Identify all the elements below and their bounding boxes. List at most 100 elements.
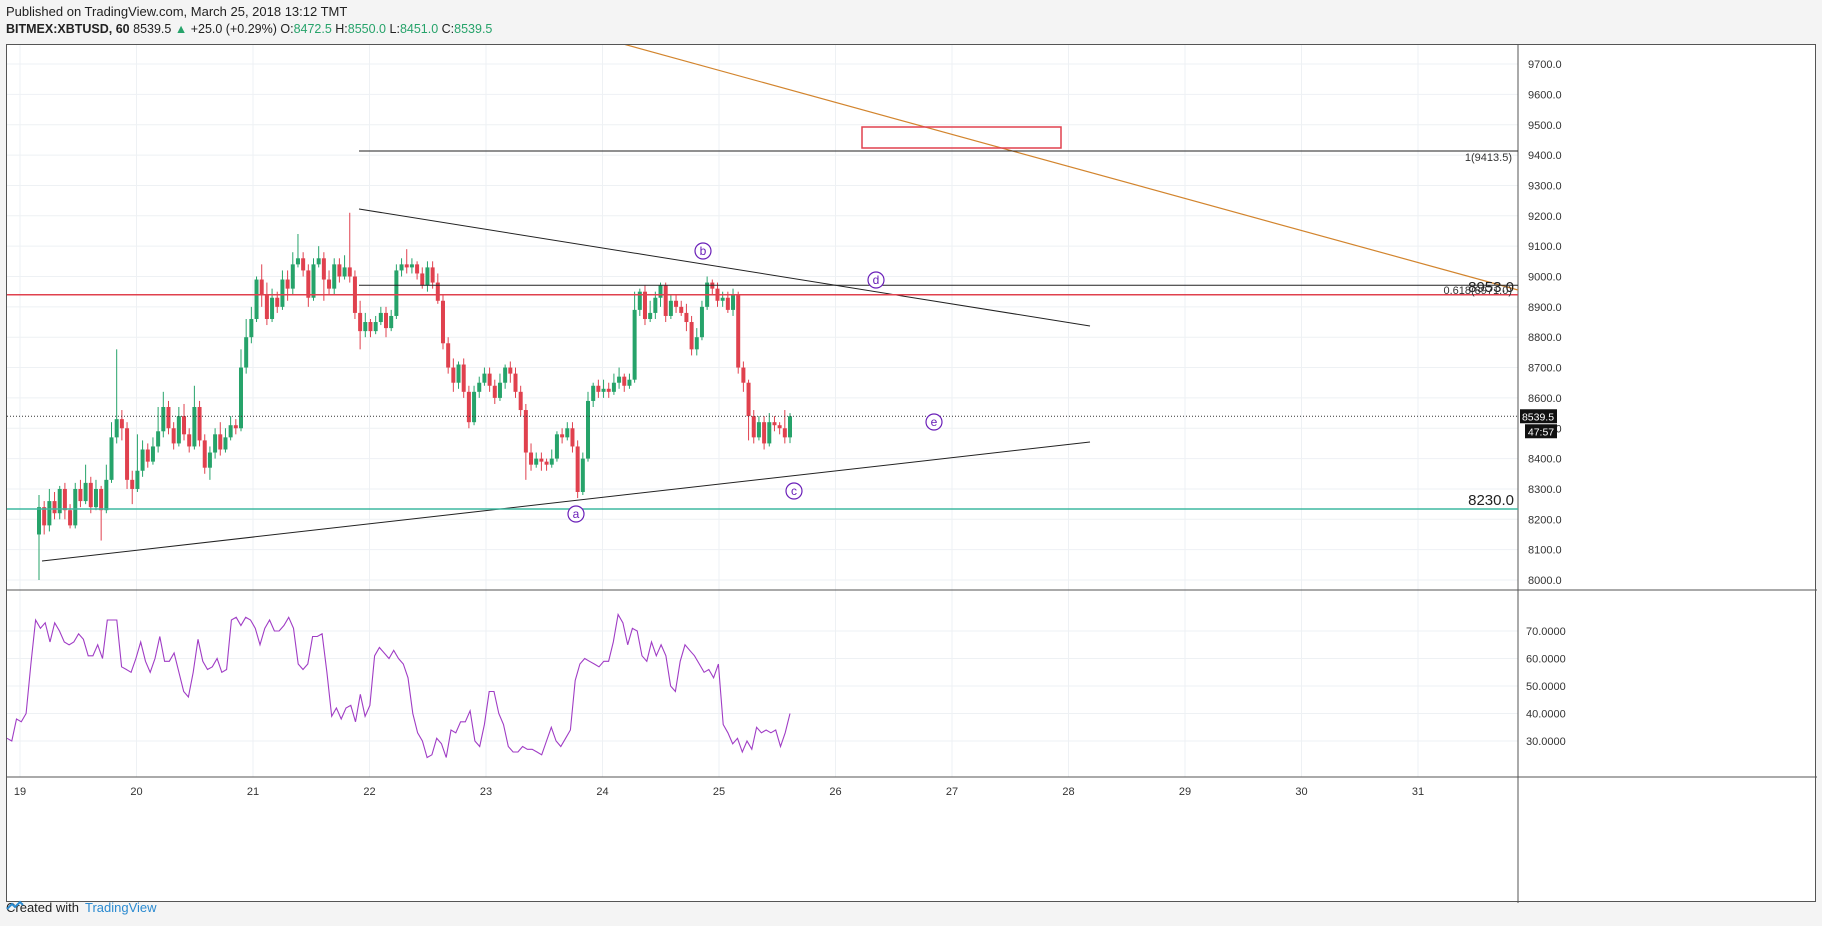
candle-body (264, 294, 269, 319)
candle-body (777, 425, 782, 429)
candle-body (384, 312, 389, 329)
candle-body (736, 294, 741, 368)
candle-body (166, 407, 171, 429)
resistance-label: 8953.0 (1468, 279, 1514, 296)
candle-body (156, 431, 161, 447)
candle-body (93, 488, 98, 508)
candle-body (218, 434, 223, 450)
candle-body (477, 382, 482, 392)
candle-body (601, 388, 606, 392)
candle-body (378, 312, 383, 323)
candle-body (756, 422, 761, 438)
candle-body (725, 297, 730, 310)
tradingview-brand[interactable]: TradingView (84, 900, 157, 915)
published-line: Published on TradingView.com, March 25, … (6, 4, 348, 19)
candle-body (327, 279, 332, 289)
candle-body (684, 312, 689, 323)
candle-body (679, 306, 684, 313)
candle-body (529, 452, 534, 465)
candle-body (425, 267, 430, 286)
price-tick-label: 9000.0 (1528, 272, 1562, 284)
candle-body (125, 428, 130, 480)
chart-svg[interactable]: 8000.08100.08200.08300.08400.08500.08600… (7, 45, 1817, 903)
time-tick-label: 31 (1412, 786, 1424, 798)
candle-body (461, 364, 466, 392)
candle-body (544, 461, 549, 465)
wave-e-label: e (931, 415, 938, 429)
rsi-tick-label: 40.0000 (1526, 709, 1566, 721)
candle-body (37, 507, 41, 535)
candle-body (404, 264, 409, 268)
candle-body (358, 312, 363, 332)
price-tick-label: 8200.0 (1528, 514, 1562, 526)
candle-body (373, 322, 378, 332)
candle-body (192, 407, 197, 447)
candle-body (617, 376, 622, 383)
candle-body (668, 300, 673, 316)
high-value: 8550.0 (347, 22, 387, 36)
candle-body (176, 416, 181, 444)
candle-body (228, 425, 233, 438)
candle-body (586, 400, 591, 459)
candle-body (627, 379, 632, 386)
candle-body (109, 437, 114, 480)
triangle-upper-line (358, 208, 1091, 327)
close-value: 8539.5 (454, 22, 493, 36)
price-axis: 8000.08100.08200.08300.08400.08500.08600… (1526, 59, 1566, 748)
candle-body (642, 291, 647, 319)
candle-body (83, 482, 88, 502)
wave-a-marker (567, 505, 585, 523)
candle-body (741, 367, 746, 383)
candle-body (409, 264, 414, 268)
candle-body (306, 270, 311, 298)
candle-body (523, 410, 528, 453)
wave-c-label: c (791, 484, 797, 498)
candle-body (632, 309, 637, 380)
candle-body (435, 282, 440, 301)
candle-body (456, 364, 461, 383)
candle-body (658, 285, 663, 298)
candle-body (78, 488, 83, 502)
time-tick-label: 28 (1062, 786, 1074, 798)
time-tick-label: 29 (1179, 786, 1191, 798)
candle-body (549, 458, 554, 465)
candle-body (182, 416, 187, 435)
candle-body (420, 273, 425, 286)
price-tick-label: 9300.0 (1528, 180, 1562, 192)
time-axis: 19 20 21 22 23 24 25 26 27 28 29 30 31 (14, 786, 1424, 798)
candle-body (213, 434, 218, 453)
price-tick-label: 9400.0 (1528, 150, 1562, 162)
open-value: 8472.5 (293, 22, 332, 36)
candle-body (637, 291, 642, 310)
candle-body (187, 434, 192, 447)
candle-body (466, 391, 471, 423)
candle-body (254, 279, 259, 319)
price-tick-label: 8900.0 (1528, 302, 1562, 314)
candle-body (73, 488, 78, 526)
rsi-tick-label: 60.0000 (1526, 654, 1566, 666)
candle-body (446, 343, 451, 368)
candle-body (430, 267, 435, 283)
candle-body (560, 434, 565, 438)
wave-a-label: a (573, 507, 580, 521)
candle-body (440, 300, 445, 344)
candle-body (394, 270, 399, 316)
candle-body (244, 337, 249, 368)
candle-body (280, 279, 285, 307)
drawings: 1(9413.5) 8953.00.618(8971.0) 8230.0 8539.5… (7, 45, 1557, 562)
candle-body (534, 458, 539, 465)
candle-body (415, 264, 420, 274)
candle-body (399, 264, 404, 271)
price-tick-label: 8100.0 (1528, 545, 1562, 557)
price-tick-label: 9700.0 (1528, 59, 1562, 71)
price-tick-label: 8600.0 (1528, 393, 1562, 405)
chart-frame[interactable]: 8000.08100.08200.08300.08400.08500.08600… (6, 44, 1817, 903)
candle-body (746, 382, 751, 417)
candle-body (554, 434, 559, 459)
rsi-tick-label: 30.0000 (1526, 736, 1566, 748)
time-tick-label: 26 (829, 786, 841, 798)
candle-body (472, 391, 477, 423)
candle-body (451, 367, 456, 383)
price-tick-label: 8300.0 (1528, 484, 1562, 496)
symbol: BITMEX:XBTUSD, 60 (6, 22, 130, 36)
